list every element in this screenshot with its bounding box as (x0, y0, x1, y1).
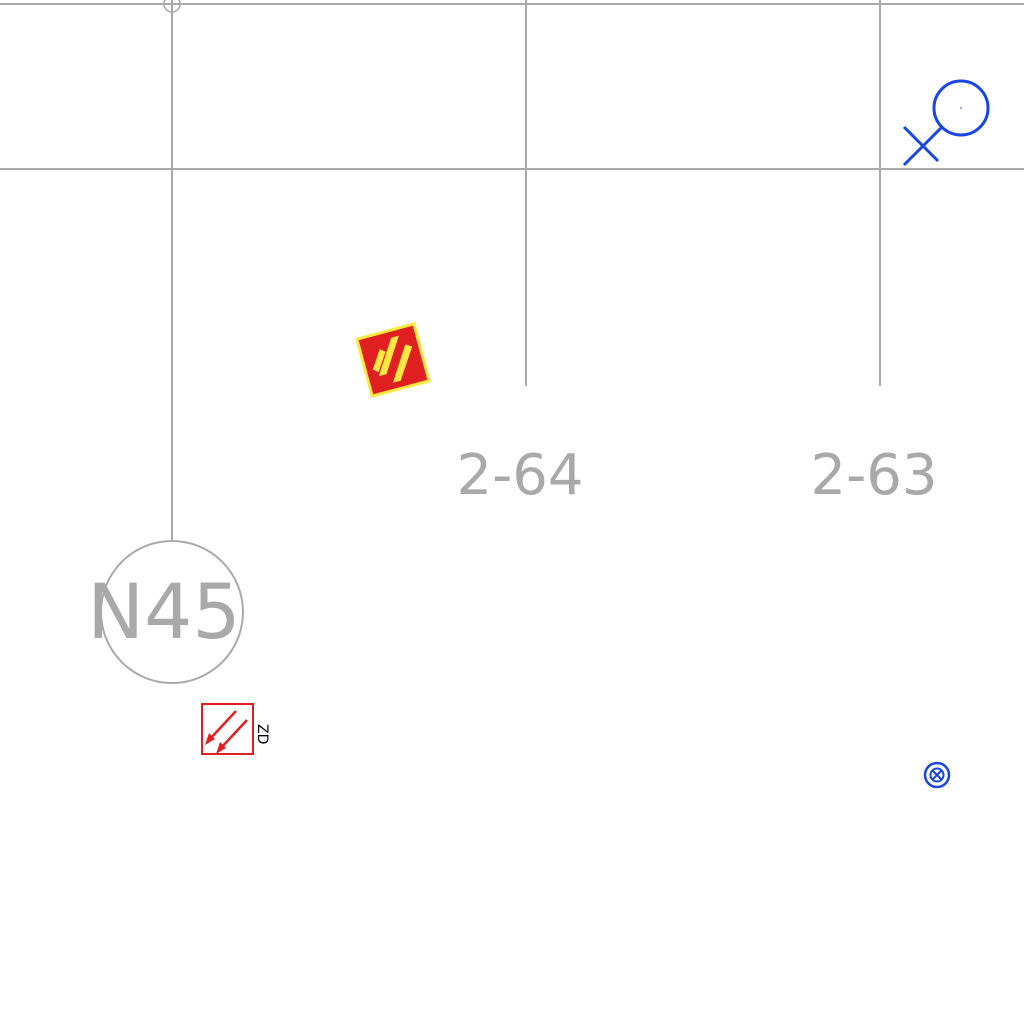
grid-label-2-63: 2-63 (810, 443, 937, 508)
grid-label-2-64: 2-64 (456, 443, 583, 508)
axis-bubble-circle (100, 540, 244, 684)
circle-x-icon[interactable] (923, 761, 951, 789)
axis-bubble-label: N45 (87, 567, 241, 656)
grid-lines (0, 0, 1024, 540)
diagonal-arrows-icon[interactable] (201, 703, 254, 755)
axis-bubble: N45 (87, 540, 244, 684)
female-symbol-icon (902, 79, 990, 167)
evacuation-sign-text: ZD (254, 724, 270, 744)
hazard-stripes-icon (355, 322, 431, 398)
axis-top-marker (163, 0, 181, 13)
